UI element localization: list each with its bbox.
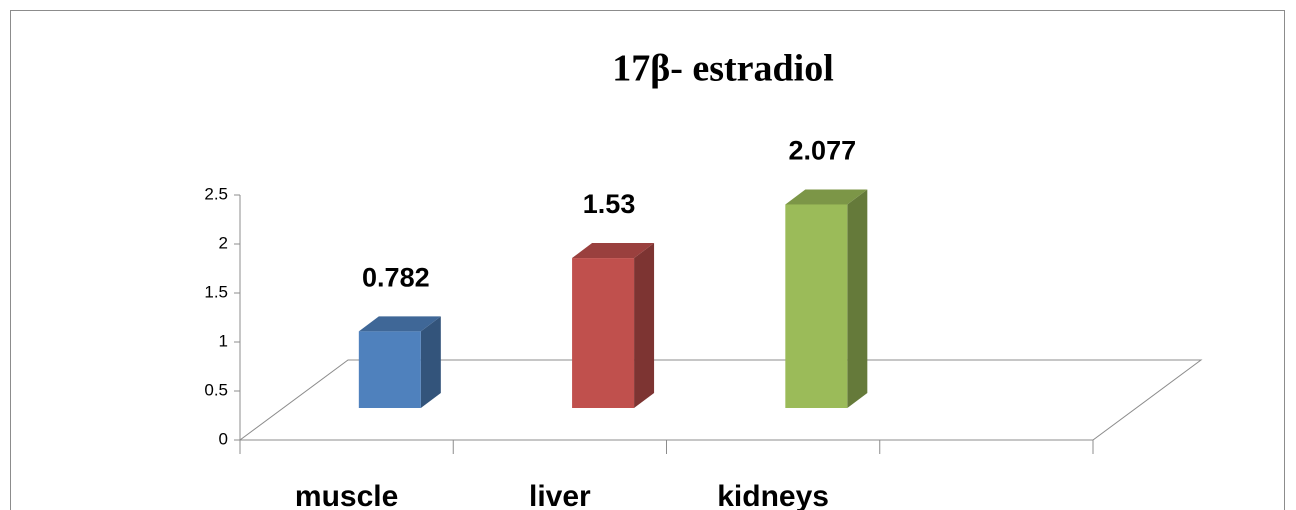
y-tick-label: 0.5: [204, 380, 228, 399]
data-label: 2.077: [789, 136, 857, 166]
bar: [785, 204, 848, 408]
bar: [572, 258, 635, 408]
bar-top: [785, 189, 868, 205]
bar-top: [572, 243, 655, 259]
chart-title: 17β- estradiol: [612, 48, 834, 90]
x-tick-label: liver: [529, 480, 591, 510]
y-tick-label: 1.5: [204, 282, 228, 301]
y-tick-label: 0: [219, 429, 228, 448]
bar-side: [634, 243, 655, 408]
data-label: 0.782: [362, 262, 430, 292]
y-tick-label: 1: [219, 331, 228, 350]
y-tick-label: 2: [219, 233, 228, 252]
bar: [358, 331, 421, 408]
x-tick-label: kidneys: [717, 480, 829, 510]
bar-side: [847, 189, 868, 408]
bar-side: [420, 316, 441, 408]
bar-top: [358, 316, 441, 332]
y-tick-label: 2.5: [204, 184, 228, 203]
data-label: 1.53: [583, 189, 636, 219]
x-tick-label: muscle: [295, 480, 398, 510]
